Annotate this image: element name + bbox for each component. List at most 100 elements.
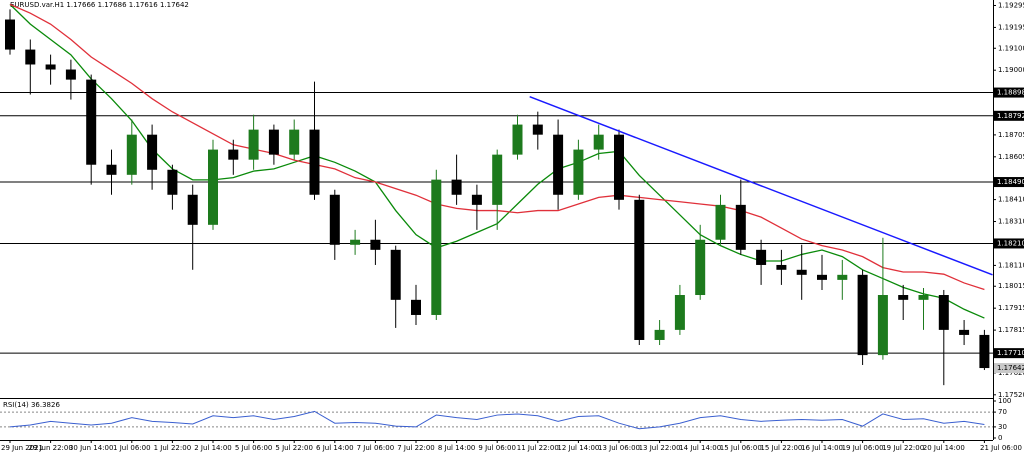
x-tick-label: 7 Jul 06:00 xyxy=(357,444,395,452)
rsi-tick-label: 100 xyxy=(998,397,1011,405)
y-tick-label: 1.18310 xyxy=(998,218,1024,226)
y-tick-label: 1.18705 xyxy=(998,131,1024,139)
x-tick-label: 19 Jul 22:00 xyxy=(882,444,924,452)
candle-body xyxy=(918,295,929,300)
candle-body xyxy=(614,134,624,200)
candle-body xyxy=(167,169,178,195)
x-tick-label: 2 Jul 14:00 xyxy=(194,444,232,452)
candle-body xyxy=(45,64,56,70)
candle-body xyxy=(634,199,645,340)
x-tick-label: 21 Jul 06:00 xyxy=(980,444,1022,452)
candle-body xyxy=(898,295,909,300)
candle-body xyxy=(390,249,401,300)
candle-body xyxy=(147,134,158,170)
candle-body xyxy=(512,124,523,155)
level-label: 1.17710 xyxy=(997,349,1024,357)
x-tick-label: 13 Jul 22:00 xyxy=(639,444,681,452)
x-tick-label: 12 Jul 14:00 xyxy=(557,444,599,452)
level-label-box xyxy=(994,238,1024,249)
x-tick-label: 30 Jun 14:00 xyxy=(69,444,113,452)
y-tick-label: 1.18110 xyxy=(998,261,1024,269)
y-tick-label: 1.19195 xyxy=(998,23,1024,31)
candle-body xyxy=(817,274,827,280)
candle-body xyxy=(756,249,767,265)
candle-body xyxy=(248,129,259,160)
level-label-box xyxy=(994,348,1024,359)
candle-body xyxy=(268,129,279,155)
candle-body xyxy=(451,179,462,195)
candle-body xyxy=(228,149,239,160)
current-price-box xyxy=(994,363,1024,374)
candle-body xyxy=(411,299,421,315)
x-tick-label: 7 Jul 22:00 xyxy=(397,444,435,452)
level-label-box xyxy=(994,177,1024,188)
symbol-title: EURUSD.var.H1 1.17666 1.17686 1.17616 1.… xyxy=(10,1,189,9)
y-tick-label: 1.18015 xyxy=(998,282,1024,290)
candle-body xyxy=(674,295,685,330)
x-tick-label: 20 Jul 14:00 xyxy=(923,444,965,452)
candle-body xyxy=(208,149,218,225)
candle-body xyxy=(735,204,746,250)
candle-body xyxy=(106,164,117,175)
candle-body xyxy=(370,239,381,250)
y-tick-label: 1.19000 xyxy=(998,66,1024,74)
candle-body xyxy=(309,129,320,195)
x-tick-label: 1 Jul 22:00 xyxy=(154,444,192,452)
candle-body xyxy=(492,154,503,205)
x-tick-label: 11 Jul 22:00 xyxy=(517,444,559,452)
x-tick-label: 16 Jul 14:00 xyxy=(801,444,843,452)
candle-body xyxy=(573,149,584,195)
rsi-tick-label: 0 xyxy=(998,434,1002,442)
current-price-label: 1.17642 xyxy=(997,364,1024,372)
candle-body xyxy=(329,194,340,245)
y-tick-label: 1.17815 xyxy=(998,326,1024,334)
candle-body xyxy=(837,274,848,280)
rsi-line xyxy=(9,410,985,430)
x-tick-label: 1 Jul 06:00 xyxy=(113,444,151,452)
candle-body xyxy=(776,264,787,270)
y-tick-label: 1.17915 xyxy=(998,304,1024,312)
level-label-box xyxy=(994,110,1024,121)
rsi-label: RSI(14) 36.3826 xyxy=(3,401,60,409)
candle-body xyxy=(979,334,990,369)
rsi-tick-label: 70 xyxy=(998,408,1007,416)
candle-body xyxy=(350,239,361,245)
y-tick-label: 1.17520 xyxy=(998,391,1024,399)
y-tick-label: 1.19100 xyxy=(998,44,1024,52)
x-tick-label: 13 Jul 06:00 xyxy=(598,444,640,452)
candle-body xyxy=(532,124,543,135)
candle-body xyxy=(715,204,726,240)
level-label-box xyxy=(994,87,1024,98)
candle-body xyxy=(25,49,36,65)
candle-body xyxy=(857,274,868,356)
candle-body xyxy=(695,239,706,296)
x-tick-label: 6 Jul 14:00 xyxy=(316,444,354,452)
candle-body xyxy=(126,134,137,175)
candle-body xyxy=(654,329,665,340)
candle-body xyxy=(796,269,807,275)
candle-body xyxy=(65,69,76,80)
y-tick-label: 1.19295 xyxy=(998,1,1024,9)
level-label: 1.18210 xyxy=(997,239,1024,247)
candle-body xyxy=(187,194,198,225)
x-tick-label: 15 Jul 22:00 xyxy=(760,444,802,452)
rsi-tick-label: 30 xyxy=(998,423,1007,431)
level-label: 1.18490 xyxy=(997,178,1024,186)
x-tick-label: 29 Jun 22:00 xyxy=(28,444,72,452)
candle-body xyxy=(877,295,888,356)
y-tick-label: 1.18605 xyxy=(998,153,1024,161)
level-label: 1.18792 xyxy=(997,112,1024,120)
candle-body xyxy=(593,134,604,150)
candle-body xyxy=(5,19,15,50)
x-tick-label: 29 Jun 2021 xyxy=(1,444,43,452)
candle-body xyxy=(471,194,482,205)
candle-body xyxy=(553,134,564,195)
x-tick-label: 9 Jul 06:00 xyxy=(478,444,516,452)
x-tick-label: 5 Jul 22:00 xyxy=(275,444,313,452)
x-tick-label: 8 Jul 14:00 xyxy=(438,444,476,452)
level-label: 1.18898 xyxy=(997,89,1024,97)
candle-body xyxy=(431,179,442,315)
trendline xyxy=(529,96,993,276)
